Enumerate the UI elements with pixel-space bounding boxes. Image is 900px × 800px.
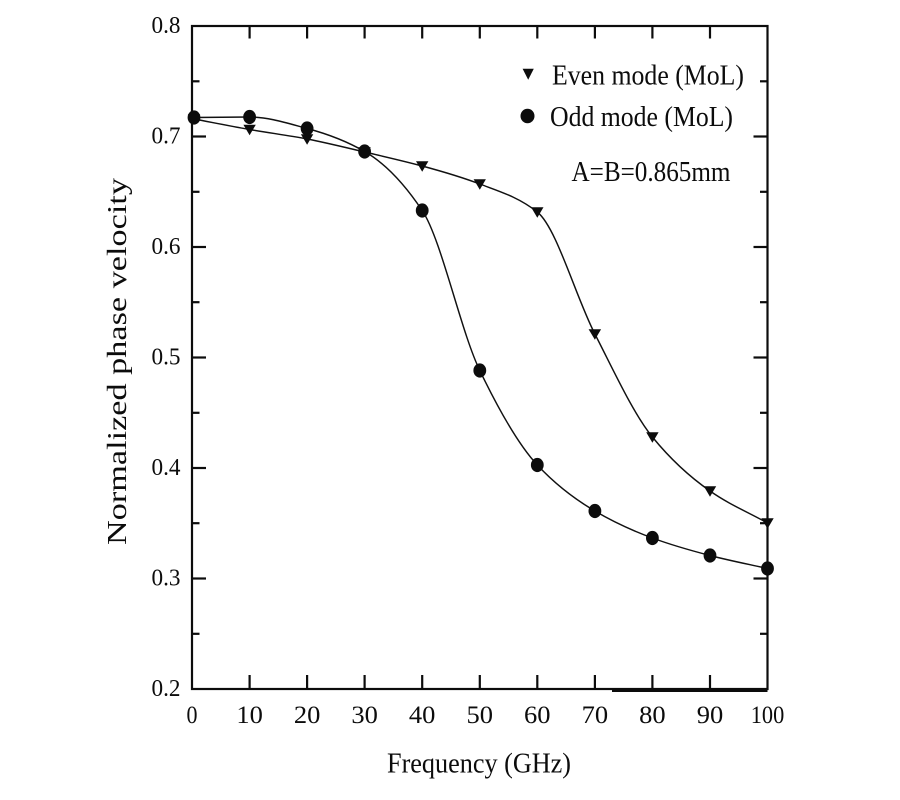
svg-text:0.3: 0.3 [152,566,181,592]
svg-text:70: 70 [582,702,609,729]
svg-text:0.6: 0.6 [152,234,181,260]
svg-text:30: 30 [351,702,378,729]
svg-text:50: 50 [467,702,494,729]
svg-text:A=B=0.865mm: A=B=0.865mm [572,157,731,188]
svg-text:0: 0 [187,702,198,729]
svg-text:0.5: 0.5 [152,345,181,371]
svg-text:100: 100 [751,702,785,729]
svg-text:90: 90 [697,702,724,729]
svg-text:0.7: 0.7 [152,124,181,150]
svg-text:80: 80 [639,702,666,729]
svg-text:10: 10 [236,702,263,729]
svg-text:0.8: 0.8 [152,13,181,39]
svg-text:Odd mode (MoL): Odd mode (MoL) [550,102,733,133]
svg-text:20: 20 [294,702,321,729]
svg-text:0.4: 0.4 [152,455,181,481]
svg-text:Normalized phase velocity: Normalized phase velocity [102,177,132,545]
svg-text:40: 40 [409,702,436,729]
svg-text:0.2: 0.2 [152,676,181,702]
svg-text:Frequency (GHz): Frequency (GHz) [387,749,571,780]
svg-text:Even mode (MoL): Even mode (MoL) [552,61,744,92]
svg-text:60: 60 [524,702,551,729]
